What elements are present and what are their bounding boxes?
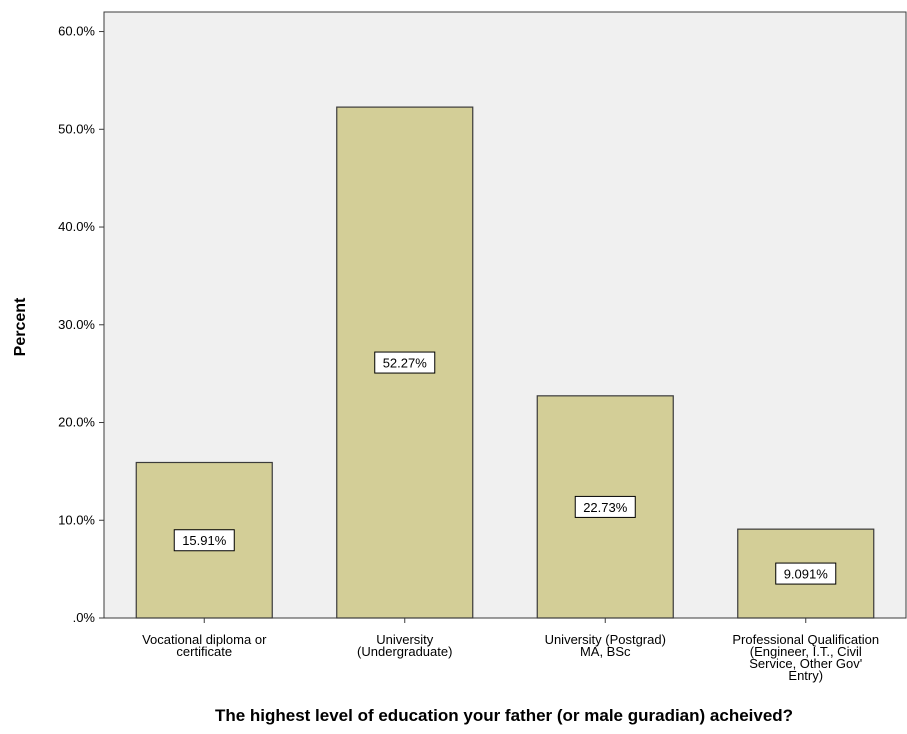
x-tick-label-line: Entry)	[788, 668, 823, 683]
y-tick-label: .0%	[73, 610, 96, 625]
y-tick-label: 30.0%	[58, 317, 95, 332]
x-tick-label-line: MA, BSc	[580, 644, 631, 659]
y-tick-label: 20.0%	[58, 415, 95, 430]
x-tick-label-line: (Undergraduate)	[357, 644, 452, 659]
x-tick-label-line: certificate	[176, 644, 232, 659]
x-tick-label-line: (Engineer, I.T., Civil	[750, 644, 862, 659]
y-tick-label: 10.0%	[58, 512, 95, 527]
x-tick-label-line: University (Postgrad)	[545, 632, 666, 647]
y-tick-label: 50.0%	[58, 121, 95, 136]
x-tick-label-line: Service, Other Gov'	[749, 656, 862, 671]
data-label: 52.27%	[383, 356, 428, 371]
data-label-box	[374, 351, 436, 374]
x-tick-label-line: University	[376, 632, 434, 647]
x-tick-label-line: Vocational diploma or	[142, 632, 267, 647]
y-tick-label: 60.0%	[58, 24, 95, 39]
x-tick-label: Vocational diploma or certificate	[142, 632, 267, 659]
y-axis-label: Percent	[12, 297, 29, 357]
x-tick-label: University (Postgrad) MA, BSc	[545, 632, 666, 659]
data-label-box	[173, 529, 235, 552]
x-tick-label: University (Undergraduate)	[357, 632, 452, 659]
x-tick-label-line: Professional Qualification	[732, 632, 879, 647]
y-tick-label: 40.0%	[58, 219, 95, 234]
x-axis-label: The highest level of education your fath…	[214, 706, 794, 725]
data-label-box	[775, 562, 837, 585]
data-label-box	[574, 495, 636, 518]
data-label: 15.91%	[182, 533, 227, 548]
x-tick-label: Professional Qualification (Engineer, I.T…	[732, 632, 879, 683]
data-label: 22.73%	[583, 500, 628, 515]
data-label: 9.091%	[784, 567, 829, 582]
